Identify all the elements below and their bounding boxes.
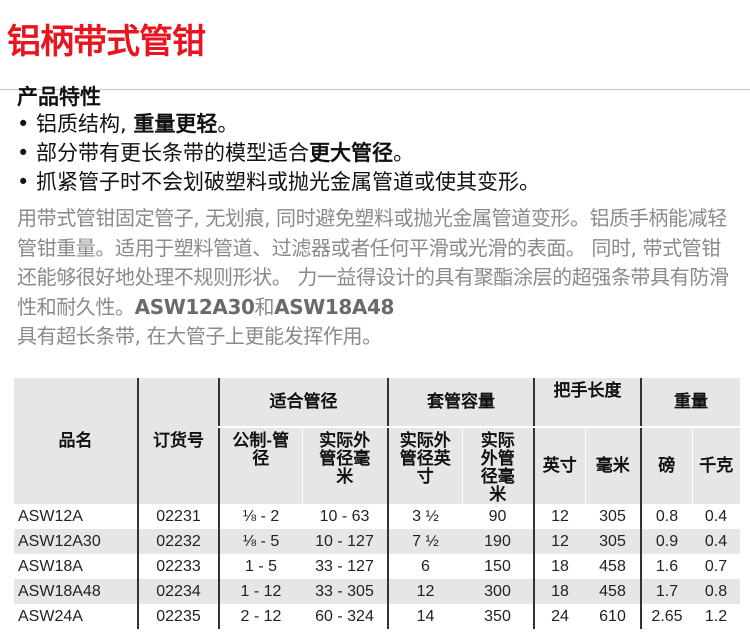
table-row: ASW12A 02231 ⅛ - 2 10 - 63 3 ½ 90 12 305 0.8 0.4 — [14, 504, 740, 529]
table-cell: 0.4 — [692, 529, 740, 554]
table-cell: 18 — [533, 554, 585, 579]
feature-item: • 抓紧管子时不会划破塑料或抛光金属管道或使其变形。 — [17, 170, 541, 194]
table-cell: ASW12A30 — [14, 529, 138, 554]
table-cell: 305 — [599, 507, 626, 525]
table-cell: 2.65 — [640, 604, 692, 629]
col-pipe: 适合管径 — [218, 378, 388, 428]
description: 用带式管钳固定管子, 无划痕, 同时避免塑料或抛光金属管道变形。铝质手柄能减轻管… — [17, 206, 729, 348]
features-heading: 产品特性 — [17, 85, 101, 109]
table-cell: 350 — [484, 607, 511, 625]
page-title: 铝柄带式管钳 — [7, 22, 206, 62]
table-cell: 02235 — [137, 604, 219, 629]
col-order: 订货号 — [137, 378, 219, 504]
table-cell: 0.7 — [704, 557, 728, 575]
feature-item: • 部分带有更长条带的模型适合更大管径。 — [17, 141, 415, 165]
table-cell: ASW24A — [18, 607, 83, 625]
table-cell: 33 - 305 — [302, 579, 388, 604]
table-cell: 300 — [462, 579, 534, 604]
col-name: 品名 — [14, 378, 138, 504]
table-cell: 3 ½ — [387, 504, 462, 529]
col-weight-lb: 磅 — [640, 427, 692, 504]
table-cell: 150 — [484, 557, 511, 575]
table-cell: 02233 — [137, 554, 219, 579]
table-cell: 02231 — [137, 504, 219, 529]
table-cell: 60 - 324 — [315, 607, 374, 625]
col-pipe-nominal: 公制-管径 — [218, 427, 302, 504]
col-pipe-od-mm: 实际外管径毫米 — [301, 427, 388, 504]
spec-table: 品名 订货号 适合管径 套管容量 把手长度 重量 公制-管径 实际外管径毫米 实… — [14, 378, 740, 629]
table-cell: ASW18A48 — [14, 579, 138, 604]
table-row: ASW18A 02233 1 - 5 33 - 127 6 150 18 458 1.6 0.7 — [14, 554, 740, 579]
col-cap-od-in: 实际外管径英寸 — [387, 427, 462, 504]
table-cell: 305 — [585, 529, 641, 554]
table-cell: 90 — [488, 507, 507, 525]
title-divider — [0, 89, 750, 90]
table-cell: 0.9 — [640, 529, 692, 554]
table-cell: 190 — [462, 529, 534, 554]
table-cell: 12 — [533, 529, 585, 554]
table-cell: 458 — [585, 579, 641, 604]
table-cell: 10 - 127 — [302, 529, 388, 554]
table-cell: ASW12A — [18, 507, 83, 525]
col-cap-od-mm: 实际外管径毫米 — [461, 427, 534, 504]
table-cell: 6 — [387, 554, 462, 579]
table-cell: 0.8 — [692, 579, 740, 604]
table-cell: 12 — [387, 579, 462, 604]
table-cell: 610 — [599, 607, 626, 625]
col-weight-kg: 千克 — [691, 427, 740, 504]
table-cell: ASW18A — [18, 557, 83, 575]
table-cell: 2 - 12 — [218, 604, 302, 629]
col-handle-mm: 毫米 — [584, 427, 641, 504]
table-cell: 458 — [599, 557, 626, 575]
table-cell: 33 - 127 — [315, 557, 374, 575]
col-weight: 重量 — [640, 378, 740, 428]
table-cell: 1 - 5 — [218, 554, 302, 579]
table-cell: ⅛ - 5 — [218, 529, 302, 554]
table-cell: 02232 — [137, 529, 219, 554]
table-row: ASW18A48 02234 1 - 12 33 - 305 12 300 18 458 1.7… — [14, 579, 740, 604]
table-cell: 18 — [533, 579, 585, 604]
feature-item: • 铝质结构, 重量更轻。 — [17, 112, 239, 136]
table-cell: 12 — [533, 504, 585, 529]
table-cell: 24 — [533, 604, 585, 629]
col-capacity: 套管容量 — [387, 378, 534, 428]
table-row: ASW12A30 02232 ⅛ - 5 10 - 127 7 ½ 190 12 305 0.9… — [14, 529, 740, 554]
table-cell: 1.2 — [704, 607, 728, 625]
table-cell: 14 — [387, 604, 462, 629]
table-cell: 0.4 — [704, 507, 728, 525]
table-row: ASW24A 02235 2 - 12 60 - 324 14 350 24 610 2.65 1… — [14, 604, 740, 629]
table-cell: 1.7 — [640, 579, 692, 604]
table-cell: 1.6 — [640, 554, 692, 579]
col-handle: 把手长度 — [533, 378, 641, 428]
col-handle-in: 英寸 — [533, 427, 585, 504]
table-cell: ⅛ - 2 — [218, 504, 302, 529]
table-cell: 10 - 63 — [319, 507, 370, 525]
table-cell: 1 - 12 — [218, 579, 302, 604]
table-cell: 7 ½ — [387, 529, 462, 554]
features-list: • 铝质结构, 重量更轻。 • 部分带有更长条带的模型适合更大管径。 • 抓紧管… — [17, 110, 540, 197]
table-cell: 02234 — [137, 579, 219, 604]
table-cell: 0.8 — [640, 504, 692, 529]
